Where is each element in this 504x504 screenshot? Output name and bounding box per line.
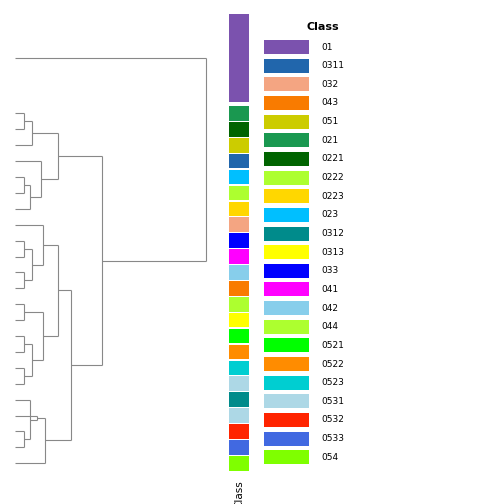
Bar [265,375,309,390]
Bar [265,264,309,278]
Text: 0533: 0533 [322,434,345,443]
Bar [265,40,309,54]
Bar [265,320,309,334]
Text: 023: 023 [322,210,339,219]
Text: Class: Class [234,480,244,504]
Bar [229,202,249,216]
Text: 0313: 0313 [322,247,345,257]
Text: 0312: 0312 [322,229,345,238]
Bar [265,114,309,129]
Bar [229,154,249,168]
Bar [229,424,249,439]
Bar [229,170,249,184]
Bar [265,301,309,315]
Bar [229,297,249,311]
Text: Class: Class [307,22,340,32]
Text: 041: 041 [322,285,339,294]
Text: 0222: 0222 [322,173,344,182]
Text: 042: 042 [322,303,339,312]
Bar [265,450,309,464]
Bar [265,282,309,296]
Bar [265,77,309,91]
Bar [229,249,249,264]
Bar [265,357,309,371]
Bar [265,133,309,147]
Bar [229,440,249,455]
Bar [229,138,249,153]
Text: 0522: 0522 [322,359,345,368]
Bar [229,185,249,200]
Text: 043: 043 [322,98,339,107]
Bar [265,394,309,408]
Bar [265,152,309,166]
Bar [229,360,249,375]
Bar [229,233,249,248]
Text: 0521: 0521 [322,341,345,350]
Text: 032: 032 [322,80,339,89]
Text: 051: 051 [322,117,339,126]
Bar [265,96,309,110]
Text: 01: 01 [322,42,333,51]
Bar [265,413,309,427]
Bar [265,189,309,203]
Bar [229,106,249,121]
Bar [229,281,249,296]
Bar [265,58,309,73]
Bar [229,313,249,328]
Text: 0311: 0311 [322,61,345,70]
Bar [229,265,249,280]
Bar [265,431,309,446]
Bar [229,217,249,232]
Bar [229,329,249,343]
Text: 0223: 0223 [322,192,345,201]
Text: 0531: 0531 [322,397,345,406]
Bar [229,456,249,471]
Bar [265,338,309,352]
Bar [265,226,309,240]
Text: 054: 054 [322,453,339,462]
Bar [265,208,309,222]
Bar [265,245,309,259]
Bar [229,14,249,102]
Bar [265,170,309,184]
Text: 0532: 0532 [322,415,345,424]
Text: 044: 044 [322,322,339,331]
Bar [229,408,249,423]
Text: 033: 033 [322,266,339,275]
Bar [229,122,249,137]
Bar [229,376,249,391]
Text: 0221: 0221 [322,154,345,163]
Bar [229,393,249,407]
Text: 021: 021 [322,136,339,145]
Text: 0523: 0523 [322,378,345,387]
Bar [229,345,249,359]
